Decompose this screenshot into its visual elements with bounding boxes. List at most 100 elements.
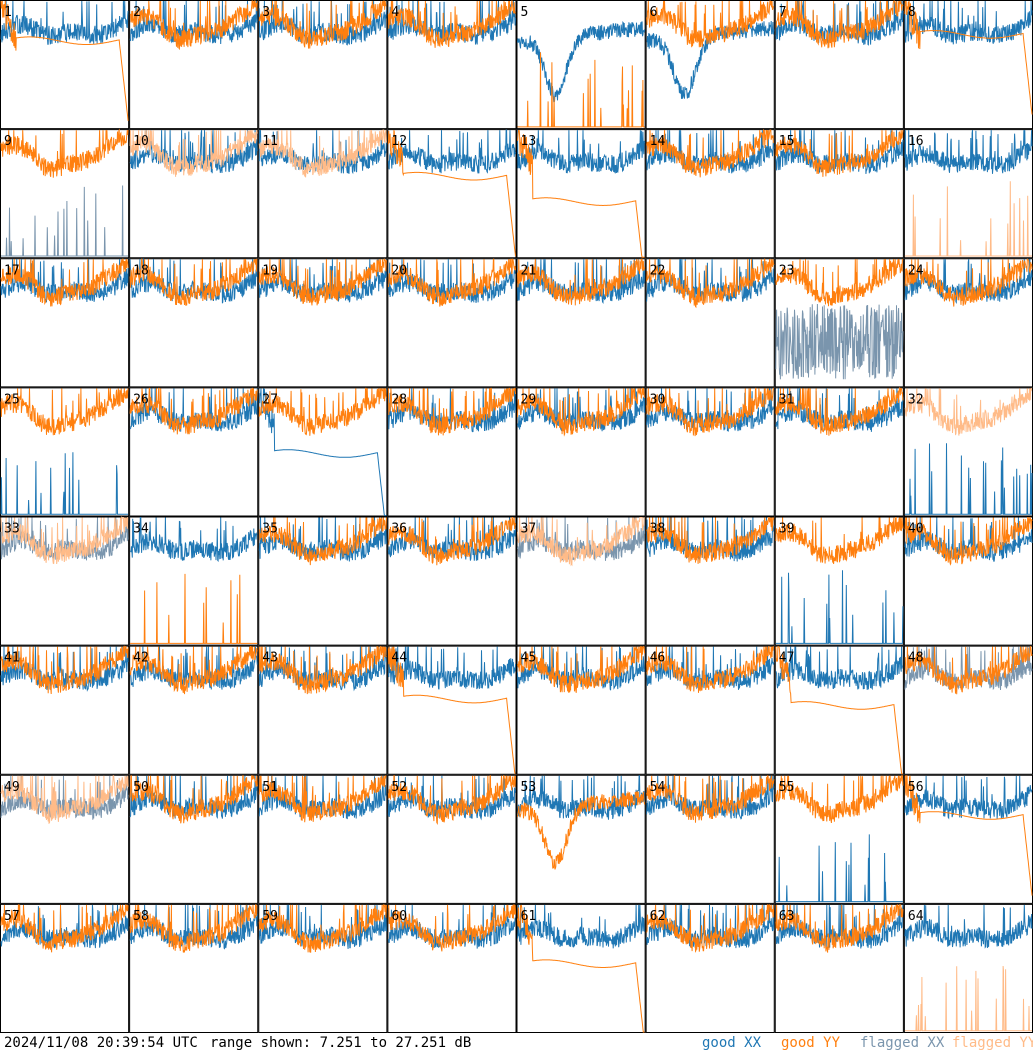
panel-label: 6 <box>650 5 658 20</box>
panel-frame <box>387 0 517 130</box>
panel-46: 46 <box>645 645 775 775</box>
panel-53: 53 <box>516 774 646 904</box>
panel-25: 25 <box>0 387 130 517</box>
panel-label: 5 <box>521 5 529 20</box>
panel-frame <box>0 0 130 130</box>
panel-frame <box>774 258 904 388</box>
series-xx <box>517 904 646 949</box>
panel-13: 13 <box>516 129 646 259</box>
panel-frame <box>516 516 646 646</box>
series-yy <box>387 387 516 436</box>
panel-54: 54 <box>645 774 775 904</box>
series-yy <box>0 904 129 953</box>
panel-frame <box>387 258 517 388</box>
panel-label: 64 <box>908 909 924 924</box>
panel-label: 2 <box>133 5 141 20</box>
panel-label: 46 <box>650 651 666 666</box>
panel-26: 26 <box>129 387 259 517</box>
series-yy <box>775 0 904 49</box>
series-yy <box>646 387 774 437</box>
series-yy <box>775 775 904 824</box>
panel-64: 64 <box>903 903 1033 1033</box>
panel-label: 9 <box>4 134 12 149</box>
panel-frame <box>258 903 388 1033</box>
series-yy <box>388 517 516 566</box>
panel-frame <box>0 774 130 904</box>
series-yy <box>904 965 1032 1032</box>
panel-frame <box>645 774 775 904</box>
panel-label: 36 <box>391 522 407 537</box>
panel-31: 31 <box>774 386 904 517</box>
panel-label: 11 <box>262 134 278 149</box>
panel-59: 59 <box>258 903 388 1033</box>
series-xx <box>387 129 516 174</box>
panel-frame <box>129 129 259 259</box>
panel-frame <box>774 129 904 259</box>
panel-frame <box>774 516 904 646</box>
panel-29: 29 <box>516 387 646 517</box>
panel-label: 18 <box>133 263 149 278</box>
panel-label: 1 <box>4 5 12 20</box>
series-xx <box>646 775 775 820</box>
panel-frame <box>129 387 259 517</box>
panel-label: 41 <box>4 651 20 666</box>
panel-label: 22 <box>650 263 666 278</box>
panel-frame <box>774 774 904 904</box>
panel-frame <box>645 903 775 1033</box>
panel-frame <box>645 645 775 775</box>
series-xx <box>904 259 1033 305</box>
panel-label: 44 <box>391 651 407 666</box>
series-yy <box>129 0 258 51</box>
panel-61: 61 <box>516 903 646 1033</box>
panel-label: 4 <box>391 5 399 20</box>
panel-56: 56 <box>903 774 1033 904</box>
series-yy <box>775 386 904 436</box>
panel-label: 20 <box>391 263 407 278</box>
panel-label: 32 <box>908 392 924 407</box>
legend-good-yy: good YY <box>781 1035 841 1051</box>
panel-62: 62 <box>645 903 775 1033</box>
panel-5: 5 <box>516 0 646 130</box>
panel-label: 40 <box>908 522 924 537</box>
panel-frame <box>258 645 388 775</box>
series-yy <box>775 259 904 307</box>
series-xx <box>775 303 904 380</box>
panel-frame <box>516 129 646 259</box>
panel-frame <box>0 903 130 1033</box>
panel-label: 53 <box>521 780 537 795</box>
panel-frame <box>516 258 646 388</box>
panel-label: 16 <box>908 134 924 149</box>
panel-frame <box>516 0 646 130</box>
panel-7: 7 <box>774 0 904 130</box>
series-yy <box>0 775 129 824</box>
panel-frame <box>129 774 259 904</box>
panel-label: 3 <box>262 5 270 20</box>
panel-15: 15 <box>774 129 904 259</box>
legend-good-xx: good XX <box>702 1035 762 1051</box>
panel-frame <box>258 774 388 904</box>
series-yy <box>387 0 516 48</box>
series-yy <box>646 904 775 953</box>
panel-frame <box>129 516 259 646</box>
series-xx <box>904 130 1033 174</box>
panel-label: 33 <box>4 522 20 537</box>
panel-label: 52 <box>391 780 407 795</box>
panel-frame <box>258 387 388 517</box>
panel-label: 8 <box>908 5 916 20</box>
series-yy <box>387 646 516 775</box>
panel-label: 12 <box>391 134 407 149</box>
panel-38: 38 <box>645 516 775 646</box>
panel-33: 33 <box>0 515 130 646</box>
series-yy <box>646 775 775 823</box>
panel-label: 24 <box>908 263 924 278</box>
series-yy <box>775 130 904 177</box>
series-yy <box>0 388 129 436</box>
panel-label: 62 <box>650 909 666 924</box>
series-yy <box>646 128 775 178</box>
panel-label: 23 <box>779 263 795 278</box>
series-xx <box>387 646 516 690</box>
series-xx <box>904 443 1033 515</box>
series-xx <box>0 259 129 303</box>
series-xx <box>0 646 129 692</box>
panel-frame <box>516 903 646 1033</box>
